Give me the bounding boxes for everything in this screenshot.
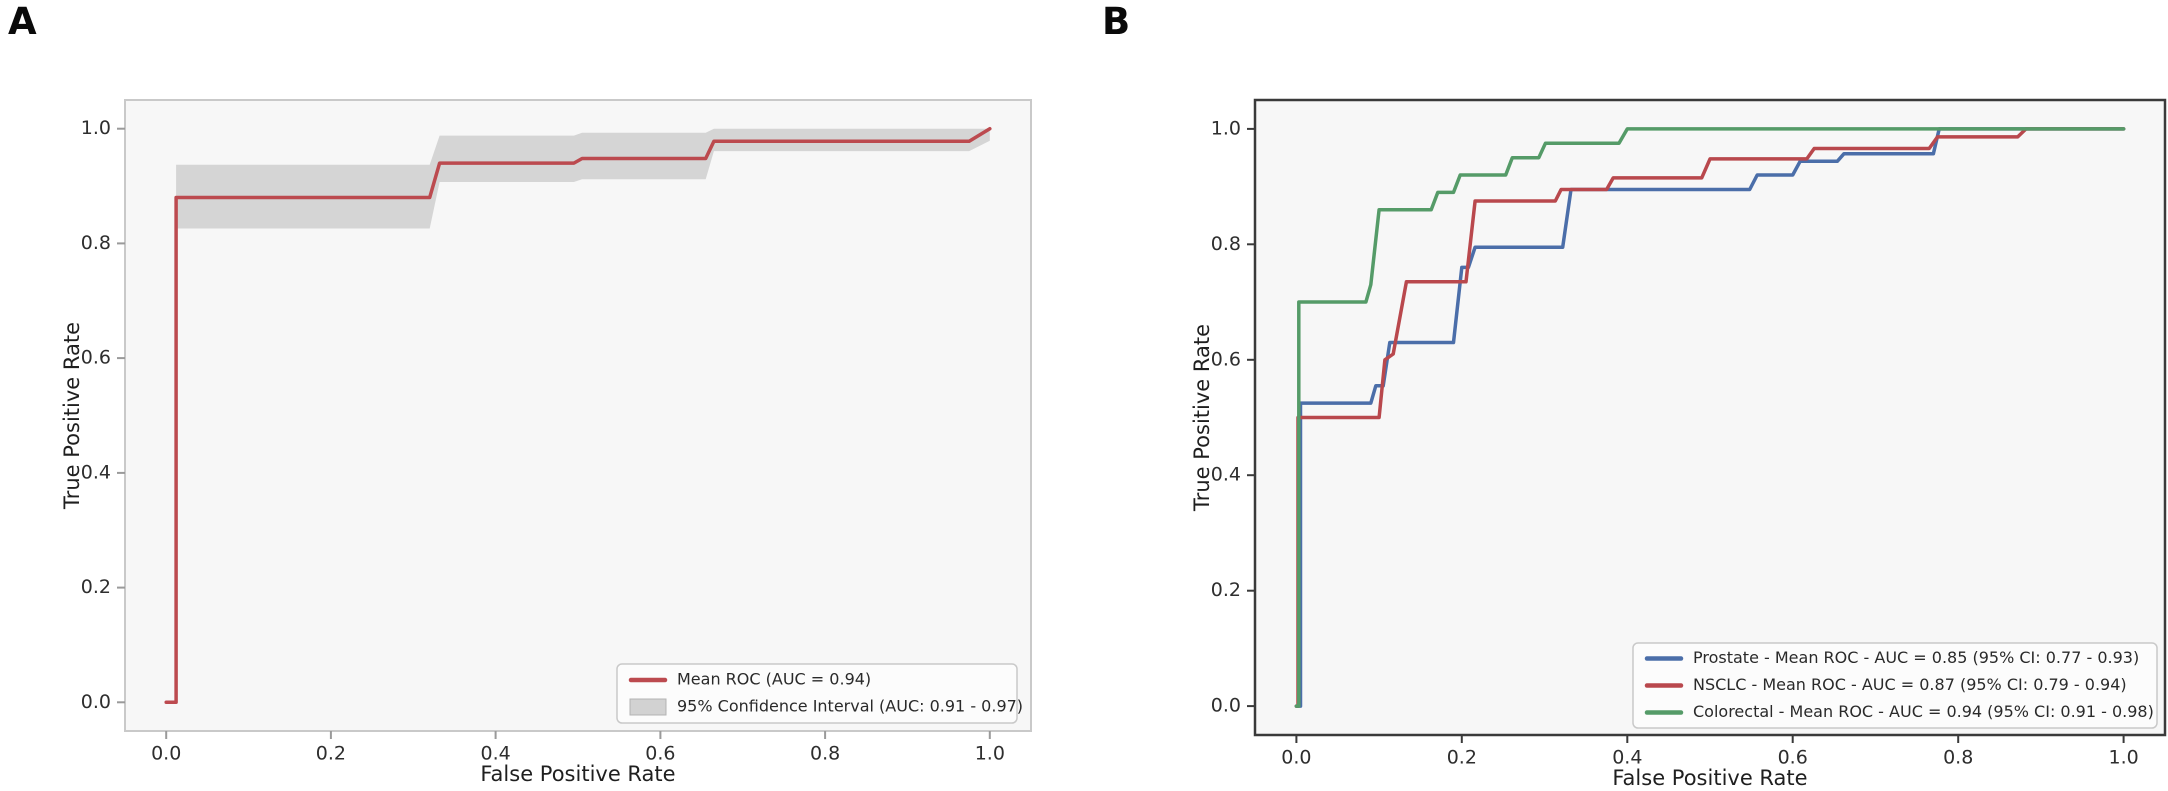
x-tick-label: 0.8: [1943, 747, 1973, 769]
roc-curve-mean-roc-auc-0-94: [164, 126, 992, 705]
x-tick-label: 0.6: [1778, 747, 1808, 769]
x-tick-label: 0.8: [810, 743, 840, 765]
legend-label: 95% Confidence Interval (AUC: 0.91 - 0.9…: [677, 697, 1023, 716]
roc-chart-cancer-types: 0.0 0.2 0.4 0.6 0.8 1.0 0.0 0.2 0.4 0.6 0.8 1.0 Fals…: [1084, 0, 2168, 791]
legend: Prostate - Mean ROC - AUC = 0.85 (95% CI…: [1632, 642, 2158, 729]
x-axis-label: False Positive Rate: [480, 762, 675, 786]
panel-b: B 0.0 0.2 0.4 0.6 0.8 1.0 0.0 0.2 0.4 0.6 0.8 1.0 Fa…: [1084, 0, 2168, 791]
y-tick-label: 0.4: [81, 461, 111, 483]
legend-box: [1632, 642, 2158, 729]
panel-b-label: B: [1102, 0, 1131, 43]
panel-a-label: A: [8, 0, 38, 43]
roc-curve-colorectal-mean-roc-auc-0-94-95-ci-0-91-: [1294, 127, 2126, 708]
roc-chart-mean: 0.0 0.2 0.4 0.6 0.8 1.0 0.0 0.2 0.4 0.6 0.8 1.0 Fals…: [60, 99, 1032, 786]
legend-label: Prostate - Mean ROC - AUC = 0.85 (95% CI…: [1693, 648, 2139, 667]
y-axis-label: True Positive Rate: [60, 322, 84, 510]
x-tick-label: 0.6: [645, 743, 675, 765]
y-tick-label: 0.0: [81, 691, 111, 713]
y-tick-label: 0.6: [81, 347, 111, 369]
y-tick-label: 0.2: [81, 576, 111, 598]
y-axis-label: True Positive Rate: [1190, 324, 1214, 512]
legend: Mean ROC (AUC = 0.94) 95% Confidence Inte…: [616, 663, 1023, 724]
y-tick-label: 0.2: [1211, 579, 1241, 601]
legend-label: Mean ROC (AUC = 0.94): [677, 670, 871, 689]
y-tick-label: 0.8: [1211, 233, 1241, 255]
y-tick-label: 0.6: [1211, 348, 1241, 370]
x-tick-label: 0.4: [480, 743, 510, 765]
legend-swatch-patch: [629, 698, 667, 716]
x-tick-label: 0.2: [316, 743, 346, 765]
y-tick-label: 1.0: [1211, 117, 1241, 139]
x-tick-label: 1.0: [2108, 747, 2138, 769]
x-tick-label: 1.0: [975, 743, 1005, 765]
x-tick-label: 0.4: [1612, 747, 1642, 769]
x-tick-label: 0.0: [1281, 747, 1311, 769]
x-tick-label: 0.0: [151, 743, 181, 765]
legend-label: Colorectal - Mean ROC - AUC = 0.94 (95% …: [1693, 702, 2154, 721]
y-tick-label: 0.0: [1211, 695, 1241, 717]
roc-svg-b: 0.0 0.2 0.4 0.6 0.8 1.0 0.0 0.2 0.4 0.6 0.8 1.0 Fals…: [1190, 98, 2167, 790]
y-tick-label: 1.0: [81, 117, 111, 139]
plot-area: [1253, 98, 2167, 737]
roc-curve-nsclc-mean-roc-auc-0-87-95-ci-0-79-0-94: [1294, 127, 2126, 708]
roc-svg-a: 0.0 0.2 0.4 0.6 0.8 1.0 0.0 0.2 0.4 0.6 0.8 1.0 Fals…: [60, 99, 1032, 786]
x-tick-label: 0.2: [1447, 747, 1477, 769]
panel-a: A 0.0 0.2 0.4 0.6 0.8 1.0 0.0 0.2 0.4 0.6 0.8 1.0 Fa…: [8, 0, 1032, 786]
legend-label: NSCLC - Mean ROC - AUC = 0.87 (95% CI: 0…: [1693, 675, 2127, 694]
x-axis-label: False Positive Rate: [1612, 766, 1807, 790]
roc-curve-prostate-mean-roc-auc-0-85-95-ci-0-77-0-: [1294, 127, 2126, 708]
y-tick-label: 0.8: [81, 232, 111, 254]
confidence-band: [176, 128, 990, 229]
legend-box: [616, 663, 1018, 724]
y-tick-label: 0.4: [1211, 464, 1241, 486]
